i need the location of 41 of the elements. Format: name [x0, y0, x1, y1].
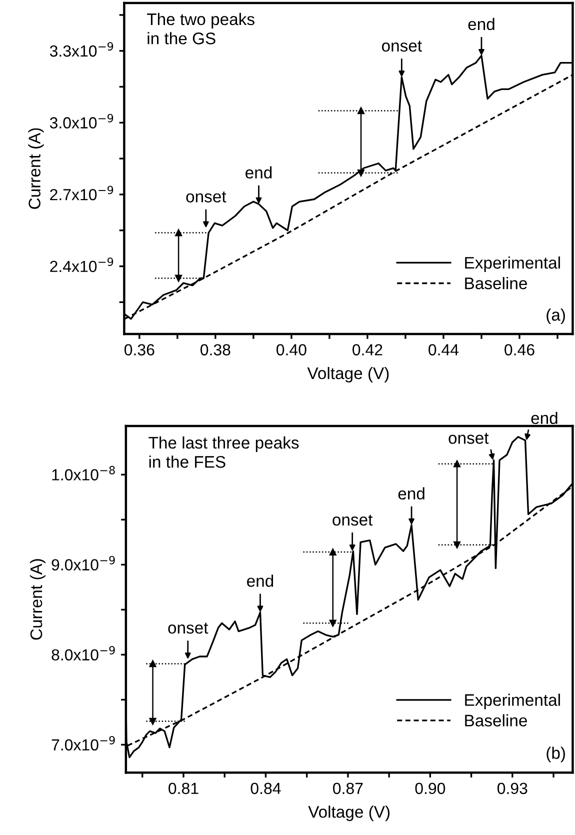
- annotation: (b): [546, 746, 565, 762]
- annotation: end: [246, 166, 272, 179]
- annotation: (a): [546, 308, 565, 324]
- x-tick-label: 0.42: [352, 344, 382, 356]
- x-tick-label: 0.87: [333, 782, 363, 794]
- annotation: The last three peaks in the FES: [148, 436, 299, 468]
- y-tick-label: 3.0x10$^{−9}$: [50, 114, 114, 128]
- y-tick-label: 2.7x10$^{−9}$: [50, 186, 114, 200]
- annotation: end: [398, 487, 424, 500]
- x-axis-title: Voltage (V): [308, 806, 390, 822]
- legend-label: Baseline: [465, 714, 527, 726]
- annotation: end: [468, 18, 494, 30]
- legend-label: Experimental: [465, 256, 560, 272]
- x-tick-label: 0.46: [504, 344, 534, 356]
- x-tick-label: 0.44: [428, 344, 459, 356]
- x-tick-label: 0.90: [415, 782, 446, 794]
- x-tick-label: 0.38: [200, 344, 230, 356]
- x-tick-label: 0.84: [250, 782, 281, 794]
- y-tick-label: 3.3x10$^{−9}$: [50, 42, 114, 57]
- annotation: end: [247, 574, 274, 587]
- annotation: onset: [332, 514, 373, 526]
- annotation: onset: [186, 192, 226, 202]
- x-tick-label: 0.81: [168, 782, 198, 794]
- y-tick-label: 8.0x10$^{−9}$: [52, 646, 115, 661]
- annotation: The two peaks in the GS: [147, 12, 254, 44]
- y-tick-label: 7.0x10$^{−9}$: [52, 736, 115, 751]
- x-axis-title: Voltage (V): [307, 366, 389, 382]
- annotation: onset: [168, 622, 208, 634]
- legend-label: Baseline: [465, 277, 527, 290]
- y-tick-label: 1.0x10$^{−8}$: [52, 466, 115, 480]
- annotation: onset: [382, 40, 422, 52]
- y-axis-title: Current (A): [28, 128, 44, 209]
- annotation: onset: [448, 432, 489, 444]
- x-tick-label: 0.40: [276, 344, 306, 356]
- y-tick-label: 2.4x10$^{−9}$: [50, 258, 114, 272]
- x-tick-label: 0.36: [124, 344, 154, 356]
- y-tick-label: 9.0x10$^{−9}$: [52, 556, 115, 570]
- annotation: end: [531, 412, 558, 424]
- x-tick-label: 0.93: [497, 782, 528, 794]
- legend-label: Experimental: [465, 694, 560, 710]
- y-axis-title: Current (A): [30, 559, 46, 640]
